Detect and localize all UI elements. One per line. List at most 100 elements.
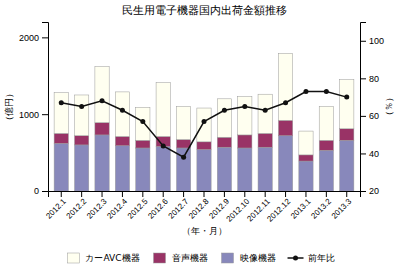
bar	[136, 148, 150, 191]
tick-label: 2012.1	[44, 197, 68, 221]
marker	[242, 104, 247, 109]
tick-label: 0	[34, 186, 39, 196]
bar	[54, 143, 68, 191]
axis-title: （％）	[384, 93, 394, 120]
marker	[120, 108, 125, 113]
tick: 2012.12	[265, 191, 292, 224]
bar	[176, 107, 190, 140]
bar	[319, 140, 333, 150]
tick-mark	[305, 191, 306, 197]
bar	[258, 147, 272, 191]
tick-label: 2012.7	[167, 197, 191, 221]
bar	[238, 135, 252, 148]
axis: 0 1000 2000	[19, 23, 49, 197]
tick-mark	[42, 114, 48, 115]
tick: 80	[360, 74, 379, 84]
marker	[202, 119, 207, 124]
bar	[75, 136, 89, 145]
bar	[156, 83, 170, 137]
tick-mark	[285, 191, 286, 197]
line	[61, 91, 346, 157]
axis: 2012.12012.22012.32012.42012.52012.62012…	[44, 191, 360, 224]
line-series	[59, 89, 349, 160]
bar	[115, 146, 129, 191]
axis-line	[49, 192, 361, 198]
bar	[258, 94, 272, 133]
tick-mark	[142, 191, 143, 197]
bar	[176, 140, 190, 148]
bar	[95, 135, 109, 191]
legend-swatch	[293, 256, 298, 261]
axis-title: （年・月）	[182, 226, 227, 236]
marker	[344, 95, 349, 100]
bar	[217, 137, 231, 147]
bar	[54, 133, 68, 143]
tick-mark	[360, 41, 366, 42]
bar	[299, 161, 313, 191]
bar	[197, 142, 211, 150]
marks	[54, 53, 354, 191]
plot: 010002000204060801002012.12012.22012.320…	[19, 23, 384, 224]
tick-mark	[163, 191, 164, 197]
tick-label: 40	[369, 149, 379, 159]
tick-mark	[360, 78, 366, 79]
tick-mark	[81, 191, 82, 197]
bar	[75, 145, 89, 191]
bar	[115, 136, 129, 145]
bar	[340, 140, 354, 191]
tick-mark	[204, 191, 205, 197]
tick-label: 2012.4	[105, 197, 129, 221]
tick-mark	[42, 37, 48, 38]
tick-label: 80	[369, 74, 379, 84]
tick-label: 2012.12	[265, 197, 292, 224]
legend-item: 映像機器	[222, 253, 276, 263]
bar	[75, 95, 89, 136]
marker	[79, 104, 84, 109]
bar	[217, 147, 231, 191]
bar	[54, 93, 68, 134]
axis-title: （億円）	[4, 89, 14, 125]
tick-mark	[346, 191, 347, 197]
marker	[283, 100, 288, 105]
tick: 2012.5	[126, 191, 150, 221]
bar-series	[54, 53, 354, 154]
tick-label: 2000	[19, 33, 39, 43]
bar	[299, 155, 313, 161]
marker	[140, 119, 145, 124]
bar	[238, 148, 252, 191]
tick: 40	[360, 149, 379, 159]
axis: 20406080100	[360, 23, 384, 197]
tick-label: 60	[369, 111, 379, 121]
bar	[115, 92, 129, 137]
tick: 20	[360, 186, 379, 196]
tick: 60	[360, 111, 379, 121]
tick-mark	[42, 191, 48, 192]
bar	[217, 99, 231, 137]
tick: 2012.1	[44, 191, 68, 221]
bar	[340, 129, 354, 141]
marker	[222, 108, 227, 113]
tick: 2013.1	[289, 191, 313, 221]
marker	[263, 108, 268, 113]
legend-swatch	[67, 253, 79, 263]
tick-mark	[102, 191, 103, 197]
tick-mark	[326, 191, 327, 197]
legend-swatch	[222, 253, 234, 263]
tick: 2000	[19, 33, 48, 43]
bar	[238, 97, 252, 135]
legend-item: カーAVC機器	[67, 253, 139, 263]
marker	[100, 98, 105, 103]
tick: 2013.2	[309, 191, 333, 221]
tick: 1000	[19, 110, 48, 120]
bar	[278, 136, 292, 191]
legend-label: 音声機器	[172, 253, 208, 263]
legend-item: 音声機器	[154, 253, 208, 263]
marker	[161, 143, 166, 148]
legend-label: 前年比	[308, 253, 335, 263]
tick-mark	[224, 191, 225, 197]
tick-mark	[360, 116, 366, 117]
bar	[136, 140, 150, 148]
tick-label: 20	[369, 186, 379, 196]
legend-label: カーAVC機器	[85, 253, 139, 263]
tick: 2012.7	[167, 191, 191, 221]
